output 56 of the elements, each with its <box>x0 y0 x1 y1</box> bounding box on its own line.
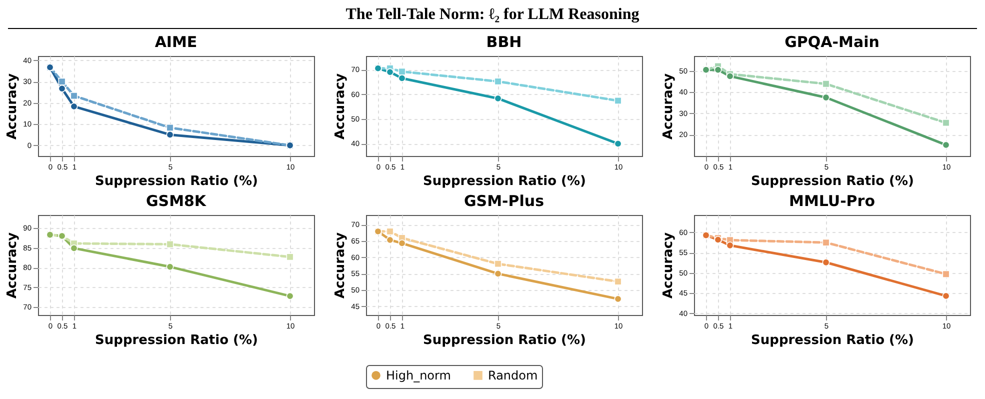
point <box>942 292 950 300</box>
point <box>386 68 394 76</box>
point <box>70 102 78 110</box>
point <box>494 260 502 268</box>
point <box>614 140 622 148</box>
point <box>714 66 722 74</box>
point <box>70 92 78 100</box>
point <box>822 238 830 246</box>
point <box>386 236 394 244</box>
point <box>942 119 950 127</box>
chart-title: MMLU-Pro <box>789 192 875 210</box>
point <box>386 228 394 236</box>
point <box>70 244 78 252</box>
legend-label: Random <box>488 368 538 382</box>
point <box>942 270 950 278</box>
point <box>166 263 174 271</box>
y-axis-title: Accuracy <box>333 72 348 140</box>
point <box>822 80 830 88</box>
point <box>286 253 294 261</box>
y-axis-title: Accuracy <box>5 72 20 140</box>
chart-title: GSM8K <box>146 192 208 210</box>
point <box>58 84 66 92</box>
x-axis-title: Suppression Ratio (%) <box>423 333 586 348</box>
point <box>726 242 734 250</box>
point <box>614 295 622 303</box>
point <box>494 94 502 102</box>
x-axis-title: Suppression Ratio (%) <box>95 333 258 348</box>
chart-title: BBH <box>486 33 522 51</box>
legend-label: High_norm <box>386 368 451 382</box>
x-axis-title: Suppression Ratio (%) <box>751 333 914 348</box>
y-axis-title: Accuracy <box>661 232 676 299</box>
point <box>822 258 830 266</box>
point <box>942 141 950 149</box>
point <box>614 278 622 286</box>
chart-title: AIME <box>154 33 198 51</box>
x-axis-title: Suppression Ratio (%) <box>751 174 914 189</box>
point <box>398 68 406 76</box>
point <box>494 78 502 86</box>
text: The Tell-Tale Norm: ℓ₂ for LLM Reasoning <box>8 0 977 29</box>
point <box>166 124 174 132</box>
point <box>58 78 66 86</box>
point <box>166 240 174 248</box>
y-axis-title: Accuracy <box>5 232 20 299</box>
point <box>166 130 174 138</box>
point <box>398 74 406 82</box>
point <box>822 94 830 102</box>
chart-title: GSM-Plus <box>464 192 544 210</box>
point <box>286 292 294 300</box>
point <box>614 96 622 104</box>
y-axis-title: Accuracy <box>661 72 676 140</box>
x-axis-title: Suppression Ratio (%) <box>423 174 586 189</box>
point <box>398 239 406 247</box>
y-axis-title: Accuracy <box>333 232 348 299</box>
point <box>494 270 502 278</box>
x-axis-title: Suppression Ratio (%) <box>95 174 258 189</box>
chart-title: GPQA-Main <box>784 33 880 51</box>
